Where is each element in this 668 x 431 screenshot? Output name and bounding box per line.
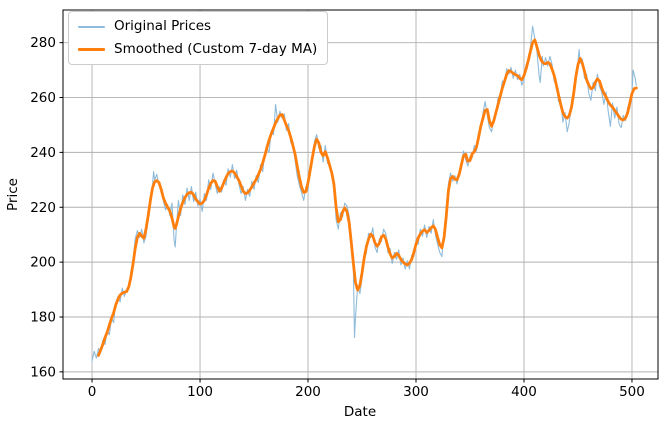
series-lines [91, 25, 638, 362]
y-tick-label: 180 [30, 309, 56, 325]
y-tick-label: 200 [30, 255, 56, 271]
y-tick-label: 260 [30, 90, 56, 106]
y-axis-label: Price [5, 178, 21, 211]
x-tick-label: 400 [511, 384, 537, 400]
legend: Original Prices Smoothed (Custom 7-day M… [68, 11, 329, 65]
original-line-swatch-icon [78, 25, 105, 28]
legend-item-smoothed: Smoothed (Custom 7-day MA) [78, 40, 317, 59]
x-tick-label: 0 [88, 384, 97, 400]
legend-label-original: Original Prices [114, 18, 212, 34]
y-tick-label: 220 [30, 200, 56, 216]
y-tick-label: 240 [30, 145, 56, 161]
legend-label-smoothed: Smoothed (Custom 7-day MA) [114, 41, 318, 57]
grid [63, 10, 658, 379]
x-tick-label: 300 [403, 384, 429, 400]
x-tick-label: 500 [619, 384, 645, 400]
axes: 0 100 200 300 400 500 160 180 200 220 240 260 280 [30, 9, 659, 400]
x-tick-label: 100 [187, 384, 213, 400]
x-tick-label: 200 [295, 384, 321, 400]
smoothed-ma-line [97, 38, 638, 357]
legend-item-original: Original Prices [78, 17, 317, 36]
y-tick-label: 160 [30, 364, 56, 380]
plot-border [62, 9, 659, 380]
y-tick-label: 280 [30, 35, 56, 51]
x-axis-label: Date [344, 404, 376, 420]
smoothed-line-swatch-icon [78, 47, 105, 52]
